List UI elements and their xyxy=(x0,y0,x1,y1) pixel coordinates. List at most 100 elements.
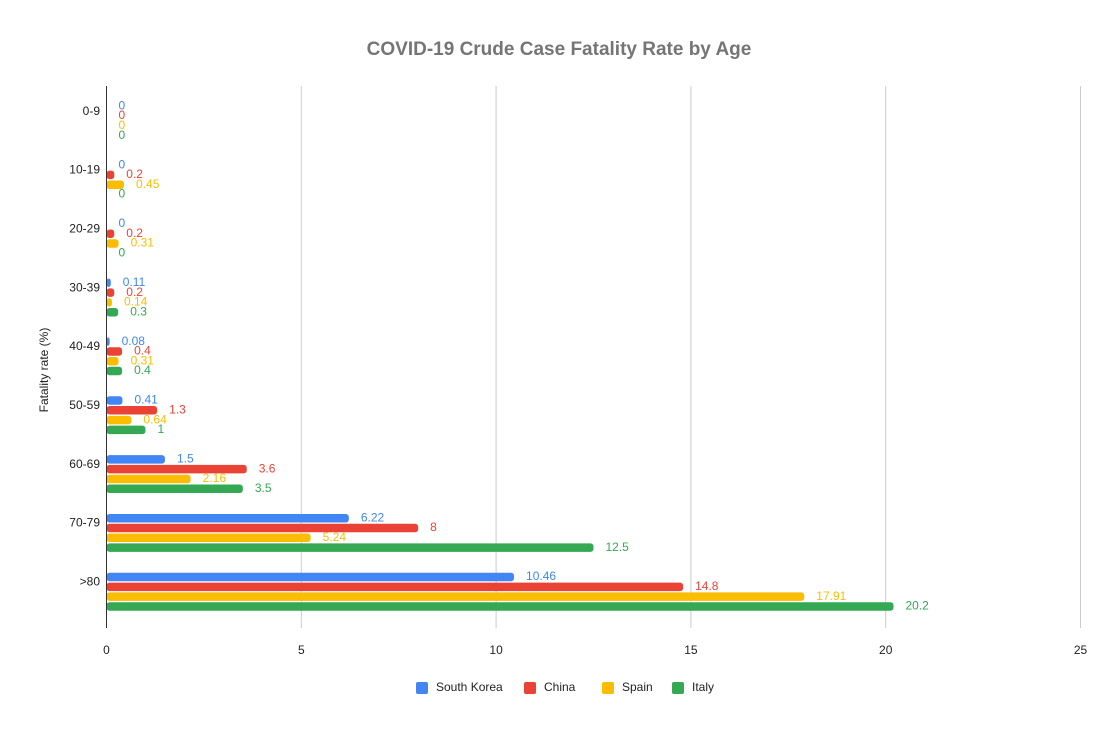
legend-swatch xyxy=(524,682,536,694)
legend-label: Italy xyxy=(692,680,714,694)
data-label: 6.22 xyxy=(361,510,385,524)
bar-south-korea xyxy=(106,396,123,405)
data-label: 1.5 xyxy=(177,452,194,466)
x-tick-label: 15 xyxy=(684,643,698,657)
bar-china xyxy=(106,288,115,297)
bar-spain xyxy=(106,180,125,189)
data-label: 0.4 xyxy=(134,363,151,377)
legend-label: Spain xyxy=(622,680,653,694)
data-label: 12.5 xyxy=(606,540,630,554)
legend-item: South Korea xyxy=(416,680,503,694)
data-label: 10.46 xyxy=(526,569,556,583)
data-label: 3.6 xyxy=(259,461,276,475)
data-label: 0.31 xyxy=(131,236,155,250)
bar-china xyxy=(106,406,158,415)
legend-swatch xyxy=(416,682,428,694)
x-tick-label: 5 xyxy=(298,643,305,657)
legend-item: Spain xyxy=(602,680,653,694)
data-label: 5.24 xyxy=(323,530,347,544)
legend-swatch xyxy=(672,682,684,694)
bar-spain xyxy=(106,239,119,248)
data-label: 0.41 xyxy=(134,393,158,407)
category-labels: 0-9 10-19 20-29 30-39 40-49 50-59 60-69 70-79 >8… xyxy=(69,104,100,589)
data-label: 0.08 xyxy=(122,334,146,348)
data-label: 0.31 xyxy=(131,353,155,367)
bar-china xyxy=(106,347,123,356)
bar-china xyxy=(106,229,115,238)
category-label: 20-29 xyxy=(69,221,100,235)
data-label: 0 xyxy=(119,118,126,132)
category-label: 60-69 xyxy=(69,457,100,471)
data-label: 0 xyxy=(119,128,126,142)
x-tick-label: 0 xyxy=(103,643,110,657)
data-label: 0 xyxy=(119,246,126,260)
data-label: 20.2 xyxy=(905,599,929,613)
bar-italy xyxy=(106,602,894,611)
data-label: 0 xyxy=(119,157,126,171)
bar-south-korea xyxy=(106,455,165,464)
bar-spain xyxy=(106,298,112,307)
bar-spain xyxy=(106,533,311,543)
chart-title: COVID-19 Crude Case Fatality Rate by Age xyxy=(367,39,752,60)
bar-spain xyxy=(106,357,119,366)
x-tick-label: 25 xyxy=(1074,643,1088,657)
data-labels: 000000.20.45000.20.3100.110.20.140.30.08… xyxy=(119,98,930,612)
data-label: 8 xyxy=(430,520,437,534)
bar-italy xyxy=(106,366,123,376)
x-tick-labels: 0 5 10 15 20 25 xyxy=(103,643,1087,657)
bar-italy xyxy=(106,425,146,435)
category-label: 0-9 xyxy=(83,104,101,118)
x-tick-label: 20 xyxy=(879,643,893,657)
legend-swatch xyxy=(602,682,614,694)
category-label: 10-19 xyxy=(69,163,100,177)
bar-china xyxy=(106,523,419,533)
legend-item: Italy xyxy=(672,680,714,694)
data-label: 0.11 xyxy=(123,275,146,289)
data-label: 1 xyxy=(157,422,164,436)
bar-china xyxy=(106,170,115,180)
bar-south-korea xyxy=(106,572,515,582)
data-label: 0 xyxy=(119,216,126,230)
data-label: 0.64 xyxy=(143,412,167,426)
bar-spain xyxy=(106,592,805,601)
bar-south-korea xyxy=(106,513,349,523)
legend-label: South Korea xyxy=(436,680,503,694)
category-label: 50-59 xyxy=(69,398,100,412)
category-label: 70-79 xyxy=(69,516,100,530)
data-label: 14.8 xyxy=(695,579,719,593)
bar-china xyxy=(106,582,684,592)
data-label: 0 xyxy=(119,187,126,201)
category-label: >80 xyxy=(80,575,101,589)
data-label: 17.91 xyxy=(816,589,846,603)
y-axis-title: Fatality rate (%) xyxy=(37,328,51,413)
legend-item: China xyxy=(524,680,576,694)
data-label: 0.2 xyxy=(126,167,143,181)
bar-spain xyxy=(106,474,191,484)
bars xyxy=(106,170,894,611)
data-label: 2.16 xyxy=(203,471,227,485)
data-label: 1.3 xyxy=(169,402,186,416)
bar-italy xyxy=(106,484,243,493)
bar-italy xyxy=(106,543,594,552)
data-label: 0.45 xyxy=(136,177,160,191)
x-tick-label: 10 xyxy=(489,643,503,657)
data-label: 0.2 xyxy=(126,226,143,240)
legend: South Korea China Spain Italy xyxy=(416,680,714,694)
data-label: 0.2 xyxy=(126,285,143,299)
data-label: 0 xyxy=(119,98,126,112)
data-label: 0.14 xyxy=(124,295,148,309)
bar-china xyxy=(106,464,247,474)
data-label: 0 xyxy=(119,108,126,122)
category-label: 40-49 xyxy=(69,339,100,353)
bar-south-korea xyxy=(106,337,110,346)
data-label: 0.3 xyxy=(130,304,147,318)
bar-south-korea xyxy=(106,278,111,288)
category-label: 30-39 xyxy=(69,280,100,294)
bar-italy xyxy=(106,307,119,317)
data-label: 0.4 xyxy=(134,344,151,358)
data-label: 3.5 xyxy=(255,481,272,495)
bar-spain xyxy=(106,415,132,425)
legend-label: China xyxy=(544,680,576,694)
